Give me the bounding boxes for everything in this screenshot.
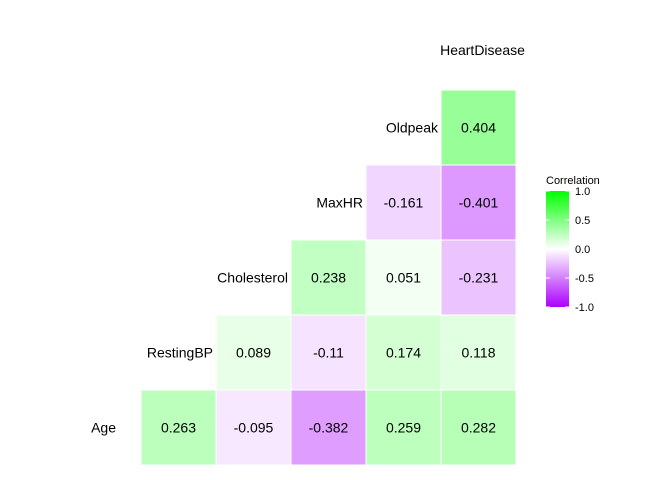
heatmap-cell-age-cholesterol [215,389,292,466]
cell-value-label: -0.231 [459,270,499,286]
legend-tick-label: 0.5 [575,215,590,227]
legend-title: Correlation [546,175,600,187]
variable-label-restingbp: RestingBP [147,345,213,361]
heatmap-cell-labels: 0.263 -0.095 -0.382 0.259 0.282 0.089 -0.11 0.1… [161,120,499,436]
cell-value-label: 0.259 [386,420,421,436]
legend-color-bar [546,191,569,307]
heatmap-cell-maxhr-oldpeak [365,164,442,241]
heatmap-cell-age-restingbp [140,389,217,466]
heatmap-cells [140,89,517,466]
variable-label-age: Age [91,420,116,436]
heatmap-cell-oldpeak-heartdisease [440,89,517,166]
cell-value-label: 0.263 [161,420,196,436]
cell-value-label: -0.11 [313,345,344,361]
heatmap-cell-age-oldpeak [365,389,442,466]
legend-ticks: 1.0 0.5 0.0 -0.5 -1.0 [546,186,594,314]
cell-value-label: 0.118 [462,345,496,361]
cell-value-label: -0.401 [459,195,499,211]
cell-value-label: -0.161 [384,195,424,211]
cell-value-label: 0.404 [461,120,496,136]
variable-label-oldpeak: Oldpeak [386,120,439,136]
heatmap-cell-cholesterol-heartdisease [440,239,517,316]
cell-value-label: 0.089 [236,345,271,361]
cell-value-label: 0.051 [386,270,421,286]
heatmap-cell-restingbp-heartdisease [440,314,517,391]
heatmap-cell-cholesterol-maxhr [290,239,367,316]
color-legend: Correlation 1.0 0.5 0.0 -0.5 -1.0 [546,175,600,314]
cell-value-label: -0.095 [234,420,274,436]
heatmap-cell-restingbp-maxhr [290,314,367,391]
variable-labels: Age RestingBP Cholesterol MaxHR Oldpeak Heart… [91,42,525,436]
cell-value-label: 0.238 [311,270,346,286]
legend-tick-label: 1.0 [575,186,590,198]
variable-label-maxhr: MaxHR [316,195,363,211]
legend-tick-label: 0.0 [575,244,590,256]
heatmap-cell-age-heartdisease [440,389,517,466]
heatmap-cell-restingbp-cholesterol [215,314,292,391]
cell-value-label: -0.382 [309,420,349,436]
legend-tick-label: -0.5 [575,273,594,285]
cell-value-label: 0.174 [386,345,421,361]
cell-value-label: 0.282 [461,420,496,436]
variable-label-cholesterol: Cholesterol [217,270,288,286]
heatmap-cell-restingbp-oldpeak [365,314,442,391]
variable-label-heartdisease: HeartDisease [440,42,525,58]
legend-tick-label: -1.0 [575,302,594,314]
